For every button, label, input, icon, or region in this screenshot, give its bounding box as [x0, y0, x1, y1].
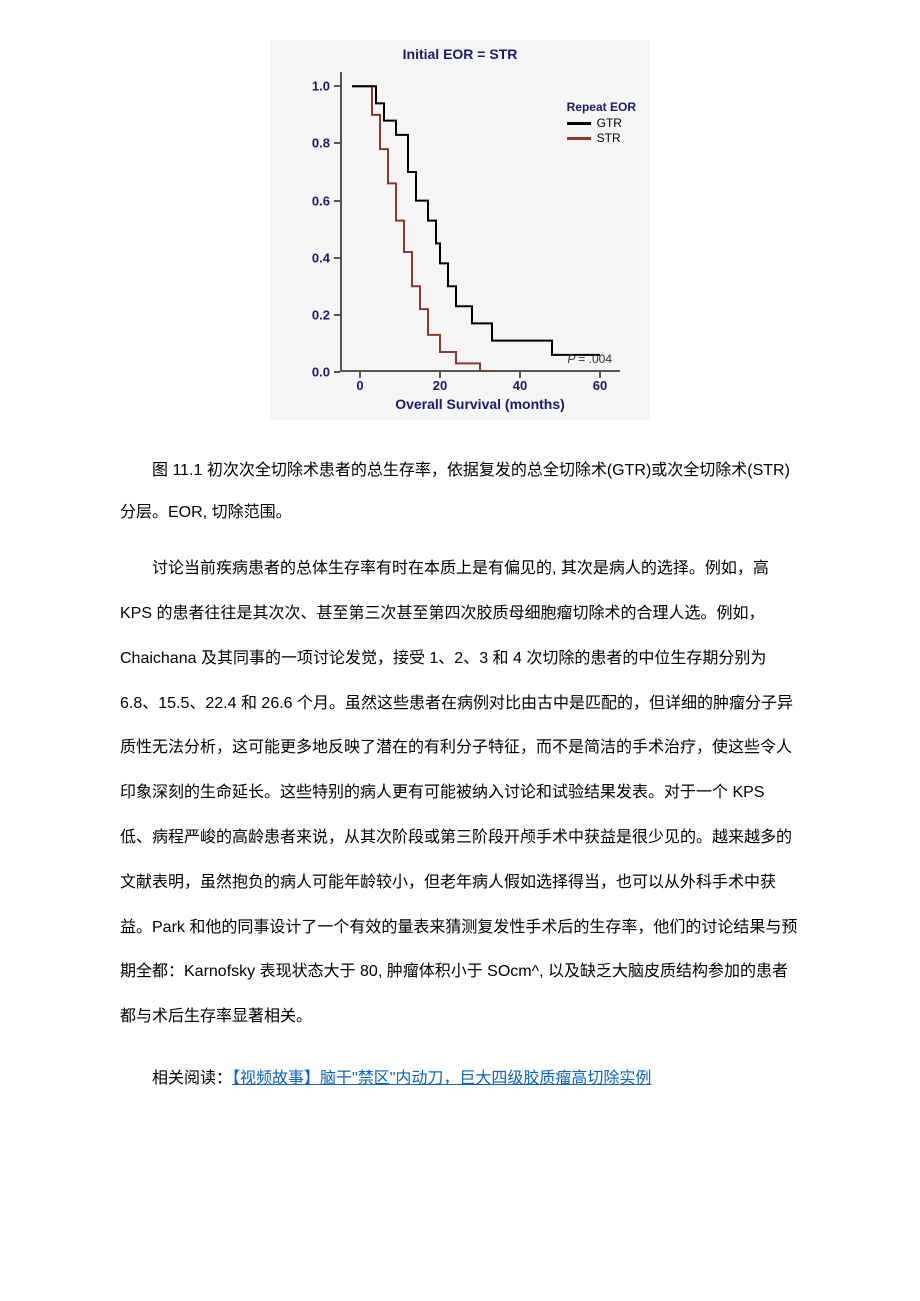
- y-tick-label: 0.6: [312, 193, 330, 208]
- legend-item-gtr: GTR: [567, 116, 636, 130]
- chart-container: Initial EOR = STR 0.0 0.2 0.4 0.6 0.8 1.0 0 20…: [120, 40, 800, 420]
- y-tick-label: 0.2: [312, 307, 330, 322]
- related-link[interactable]: 【视频故事】脑干"禁区"内动刀，巨大四级胶质瘤高切除实例: [232, 1070, 651, 1087]
- figure-caption: 图 11.1 初次次全切除术患者的总生存率，依据复发的总全切除术(GTR)或次全…: [120, 450, 800, 533]
- legend-swatch-str: [567, 137, 591, 140]
- legend-title: Repeat EOR: [567, 100, 636, 114]
- related-reading: 相关阅读：【视频故事】脑干"禁区"内动刀，巨大四级胶质瘤高切除实例: [120, 1058, 800, 1100]
- legend-item-str: STR: [567, 131, 636, 145]
- y-tick-label: 0.8: [312, 136, 330, 151]
- x-tick-label: 0: [356, 378, 363, 393]
- body-paragraph: 讨论当前疾病患者的总体生存率有时在本质上是有偏见的, 其次是病人的选择。例如，高…: [120, 547, 800, 1040]
- legend: Repeat EOR GTR STR: [567, 100, 636, 146]
- y-tick-label: 0.4: [312, 250, 330, 265]
- km-chart: Initial EOR = STR 0.0 0.2 0.4 0.6 0.8 1.0 0 20…: [270, 40, 650, 420]
- related-prefix: 相关阅读：: [152, 1070, 232, 1087]
- x-tick-label: 40: [513, 378, 527, 393]
- legend-label-str: STR: [597, 131, 621, 145]
- y-tick-label: 0.0: [312, 365, 330, 380]
- x-tick-label: 60: [593, 378, 607, 393]
- p-value: P = .004: [567, 352, 612, 366]
- x-axis-label: Overall Survival (months): [340, 396, 620, 412]
- y-tick-label: 1.0: [312, 79, 330, 94]
- x-tick-label: 20: [433, 378, 447, 393]
- chart-title: Initial EOR = STR: [270, 46, 650, 62]
- legend-swatch-gtr: [567, 122, 591, 125]
- legend-label-gtr: GTR: [597, 116, 622, 130]
